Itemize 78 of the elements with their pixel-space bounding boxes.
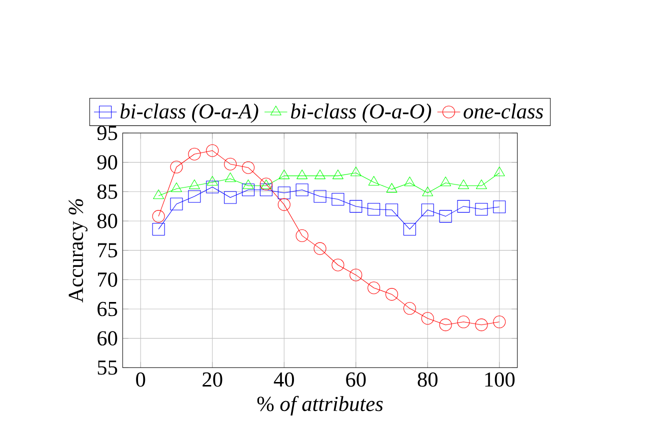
point bbox=[296, 184, 308, 196]
y-tick-label: 55 bbox=[98, 360, 118, 375]
point bbox=[404, 176, 416, 186]
point bbox=[206, 144, 219, 157]
point bbox=[296, 170, 308, 180]
point bbox=[439, 318, 452, 332]
point bbox=[457, 316, 470, 328]
point bbox=[278, 186, 290, 200]
point bbox=[421, 312, 434, 325]
point bbox=[368, 176, 380, 186]
point bbox=[171, 182, 182, 192]
point bbox=[494, 166, 505, 176]
point bbox=[350, 166, 362, 176]
point bbox=[386, 183, 398, 193]
point bbox=[170, 198, 183, 210]
point bbox=[385, 288, 398, 301]
point bbox=[242, 180, 254, 190]
point bbox=[206, 180, 219, 194]
point bbox=[475, 202, 488, 216]
point bbox=[350, 200, 362, 213]
y-tick-label: 65 bbox=[98, 302, 118, 316]
point bbox=[368, 282, 380, 294]
y-axis-title: Accuracy % bbox=[68, 199, 88, 303]
point bbox=[188, 180, 200, 190]
point bbox=[314, 170, 326, 180]
y-tick-label: 75 bbox=[98, 243, 118, 258]
point bbox=[224, 191, 237, 204]
x-tick-label: 20 bbox=[202, 372, 222, 387]
y-tick-label: 80 bbox=[97, 214, 118, 228]
point bbox=[278, 198, 290, 211]
point bbox=[153, 189, 164, 200]
x-tick-label: 100 bbox=[485, 372, 515, 387]
point bbox=[332, 193, 344, 206]
point bbox=[457, 200, 470, 213]
point bbox=[403, 302, 416, 315]
x-tick-label: 0 bbox=[136, 372, 146, 387]
point bbox=[350, 268, 362, 282]
y-tick-label: 85 bbox=[97, 184, 118, 199]
point bbox=[242, 184, 255, 196]
point bbox=[188, 190, 201, 203]
legend-label: bi-class (O-a-O) bbox=[290, 104, 432, 123]
y-tick-label: 90 bbox=[97, 155, 118, 170]
point bbox=[152, 210, 165, 223]
point bbox=[224, 158, 237, 170]
point bbox=[314, 190, 326, 203]
point bbox=[368, 202, 380, 216]
point bbox=[421, 204, 434, 216]
point bbox=[188, 148, 201, 160]
point bbox=[278, 170, 290, 180]
x-tick-label: 80 bbox=[418, 372, 438, 387]
point bbox=[170, 160, 183, 174]
point bbox=[385, 204, 398, 216]
point bbox=[422, 186, 434, 196]
y-tick-label: 95 bbox=[97, 126, 118, 140]
point bbox=[493, 316, 506, 328]
point bbox=[332, 170, 344, 180]
y-tick-label: 70 bbox=[98, 272, 118, 287]
y-tick-label: 60 bbox=[98, 331, 118, 346]
point bbox=[242, 161, 255, 174]
point bbox=[458, 180, 469, 190]
point bbox=[403, 222, 416, 236]
point bbox=[332, 258, 344, 272]
point bbox=[493, 200, 506, 214]
point bbox=[439, 210, 452, 223]
legend-label: bi-class (O-a-A) bbox=[120, 104, 258, 123]
point bbox=[224, 172, 236, 182]
point bbox=[152, 222, 165, 236]
point bbox=[476, 180, 487, 190]
x-tick-label: 60 bbox=[346, 372, 366, 387]
legend-label: one-class bbox=[464, 104, 543, 119]
x-tick-label: 40 bbox=[274, 372, 294, 387]
point bbox=[440, 176, 452, 186]
point bbox=[314, 242, 326, 255]
point bbox=[260, 184, 272, 196]
x-axis-title: % of attributes bbox=[257, 396, 383, 416]
point bbox=[475, 318, 488, 332]
point bbox=[206, 176, 218, 186]
point bbox=[296, 229, 308, 242]
